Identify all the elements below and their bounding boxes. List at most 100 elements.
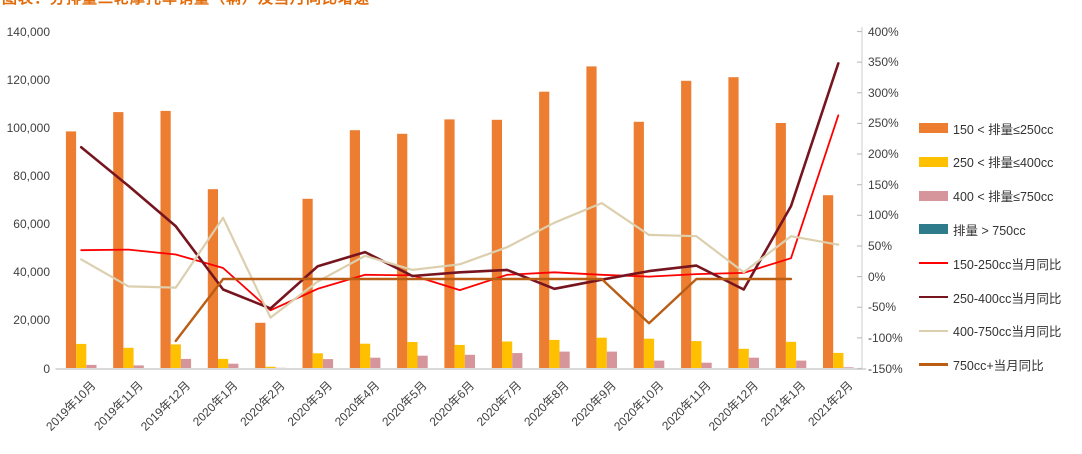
right-axis-label: 300%	[868, 85, 899, 100]
bar-1-month-15	[785, 341, 797, 369]
line-2-400-750cc当月同比	[80, 202, 840, 319]
legend-item: 250 < 排量≤400cc	[919, 152, 1053, 172]
legend-label: 150 < 排量≤250cc	[953, 122, 1054, 137]
line-3-750cc+当月同比	[174, 277, 793, 343]
bar-1-month-2	[170, 344, 181, 369]
bar-1-month-4	[265, 366, 276, 369]
left-axis-label: 20,000	[13, 313, 50, 328]
bar-1-month-7	[407, 342, 418, 369]
bar-1-month-3	[218, 358, 229, 369]
legend-item: 150 < 排量≤250cc	[919, 118, 1053, 138]
legend-swatch-line	[919, 261, 948, 265]
bar-2-month-6	[370, 357, 381, 369]
bar-1-month-8	[454, 344, 465, 369]
bar-1-month-9	[502, 341, 513, 369]
legend-swatch-bar	[919, 190, 948, 201]
legend-item: 150-250cc当月同比	[919, 253, 1061, 273]
line-1-250-400cc当月同比	[79, 62, 840, 310]
bar-1-month-6	[360, 343, 371, 369]
right-axis-label: 150%	[868, 177, 899, 192]
bar-2-month-0	[86, 364, 97, 369]
bar-0-month-12	[633, 121, 644, 369]
bar-2-month-9	[512, 353, 523, 369]
bar-2-month-10	[559, 351, 570, 369]
bar-0-month-10	[539, 91, 550, 369]
right-axis-label: 100%	[868, 208, 899, 223]
bar-0-month-14	[728, 77, 739, 369]
bar-0-month-9	[491, 119, 502, 369]
legend-label: 400-750cc当月同比	[953, 325, 1062, 340]
left-axis-label: 60,000	[13, 217, 50, 232]
left-axis-label: 80,000	[13, 168, 50, 183]
bar-2-month-11	[606, 351, 617, 369]
bar-0-month-0	[65, 131, 77, 369]
right-axis-label: 200%	[868, 147, 899, 162]
bar-0-month-11	[586, 66, 597, 369]
right-axis-label: 0%	[868, 269, 886, 284]
left-axis-label: 100,000	[6, 120, 50, 135]
bar-1-month-0	[76, 343, 87, 369]
legend-swatch-line	[919, 363, 948, 366]
bar-0-month-15	[775, 123, 786, 369]
right-axis-label: 350%	[868, 55, 899, 70]
bar-0-month-5	[302, 198, 313, 369]
legend-swatch-bar	[919, 224, 948, 235]
right-axis-label: -50%	[868, 300, 897, 315]
bar-0-month-3	[207, 189, 218, 369]
clipped-title: 图表：分排量二轮摩托车销量（辆）及当月同比增速	[2, 0, 370, 8]
legend-item: 400-750cc当月同比	[919, 321, 1061, 341]
legend-label: 250-400cc当月同比	[953, 291, 1062, 306]
right-axis-label: -150%	[868, 361, 903, 376]
bar-0-month-8	[444, 119, 455, 369]
legend-swatch-bar	[919, 123, 948, 133]
legend-label: 250 < 排量≤400cc	[953, 156, 1054, 171]
bar-2-month-2	[180, 358, 192, 369]
bar-0-month-4	[255, 322, 266, 369]
bar-1-month-16	[833, 352, 844, 369]
bar-0-month-13	[681, 80, 692, 369]
bar-2-month-15	[796, 360, 807, 369]
legend-label: 750cc+当月同比	[953, 359, 1044, 374]
bar-2-month-14	[748, 357, 759, 369]
bar-2-month-5	[322, 359, 334, 369]
bar-1-month-1	[123, 347, 134, 369]
bar-1-month-13	[691, 341, 702, 369]
right-axis-label: 250%	[868, 116, 899, 131]
bar-2-month-12	[654, 360, 665, 369]
left-axis-label: 40,000	[13, 265, 50, 280]
legend-label: 150-250cc当月同比	[953, 257, 1062, 272]
legend-swatch-bar	[919, 156, 948, 167]
legend-label: 400 < 排量≤750cc	[953, 190, 1054, 205]
bar-2-month-8	[464, 354, 475, 369]
legend-item: 排量 > 750cc	[919, 219, 1026, 239]
legend-item: 400 < 排量≤750cc	[919, 186, 1053, 206]
bar-1-month-12	[643, 338, 655, 369]
bar-1-month-11	[596, 337, 607, 369]
bar-1-month-5	[312, 353, 323, 369]
legend-swatch-line	[919, 329, 948, 333]
bar-2-month-16	[843, 367, 854, 369]
right-axis-label: 400%	[868, 24, 899, 39]
left-axis-label: 140,000	[6, 24, 50, 39]
bar-2-month-13	[701, 362, 712, 369]
bar-2-month-7	[417, 355, 428, 369]
right-axis-label: 50%	[868, 238, 893, 253]
legend-swatch-line	[919, 295, 948, 299]
bar-2-month-3	[228, 363, 239, 369]
bar-0-month-1	[113, 112, 124, 369]
legend-item: 250-400cc当月同比	[919, 287, 1061, 307]
left-axis-label: 0	[43, 361, 50, 376]
bar-0-month-16	[823, 195, 834, 369]
right-axis-label: -100%	[868, 330, 903, 345]
bar-0-month-7	[397, 133, 408, 369]
bar-1-month-10	[549, 339, 560, 369]
bar-2-month-1	[133, 365, 144, 369]
legend-item: 750cc+当月同比	[919, 355, 1044, 375]
bar-1-month-14	[738, 348, 749, 369]
bar-0-month-2	[160, 110, 171, 369]
bar-0-month-6	[349, 130, 360, 369]
legend-label: 排量 > 750cc	[953, 223, 1026, 238]
left-axis-label: 120,000	[6, 72, 50, 87]
